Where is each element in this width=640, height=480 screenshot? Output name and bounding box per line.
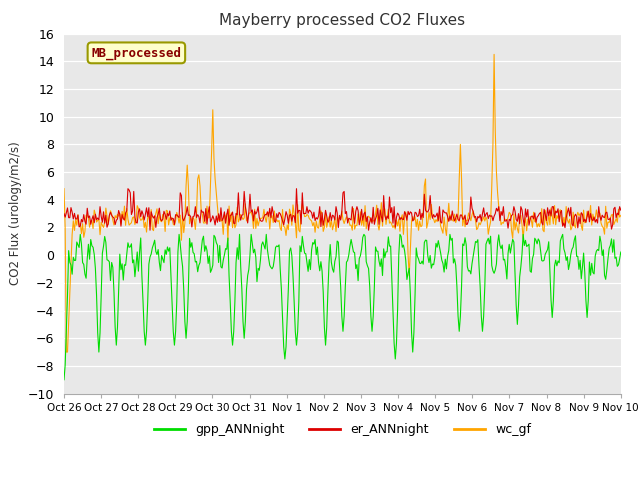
Text: MB_processed: MB_processed [92,46,181,60]
er_ANNnight [374,205,381,211]
er_ANNnight [236,212,243,217]
gpp_ANNnight [617,249,625,255]
er_ANNnight [146,228,154,233]
wc_gf [399,231,407,237]
gpp_ANNnight [76,231,84,237]
wc_gf [470,214,478,219]
Y-axis label: CO2 Flux (urology/m2/s): CO2 Flux (urology/m2/s) [10,142,22,286]
gpp_ANNnight [234,256,242,262]
Legend: gpp_ANNnight, er_ANNnight, wc_gf: gpp_ANNnight, er_ANNnight, wc_gf [148,419,536,441]
er_ANNnight [568,221,576,227]
wc_gf [296,229,304,235]
wc_gf [234,219,242,225]
Line: wc_gf: wc_gf [64,54,621,352]
gpp_ANNnight [373,248,381,254]
Title: Mayberry processed CO2 Fluxes: Mayberry processed CO2 Fluxes [220,13,465,28]
wc_gf [60,186,68,192]
er_ANNnight [60,211,68,216]
gpp_ANNnight [567,252,575,257]
Line: gpp_ANNnight: gpp_ANNnight [64,234,621,380]
er_ANNnight [472,214,479,219]
wc_gf [617,213,625,218]
wc_gf [490,51,498,57]
er_ANNnight [401,209,408,215]
gpp_ANNnight [60,377,68,383]
wc_gf [63,349,70,355]
wc_gf [373,203,381,208]
gpp_ANNnight [296,243,304,249]
er_ANNnight [617,207,625,213]
er_ANNnight [298,221,305,227]
Line: er_ANNnight: er_ANNnight [64,189,621,230]
gpp_ANNnight [399,242,407,248]
er_ANNnight [124,186,132,192]
wc_gf [568,224,576,230]
gpp_ANNnight [470,246,478,252]
